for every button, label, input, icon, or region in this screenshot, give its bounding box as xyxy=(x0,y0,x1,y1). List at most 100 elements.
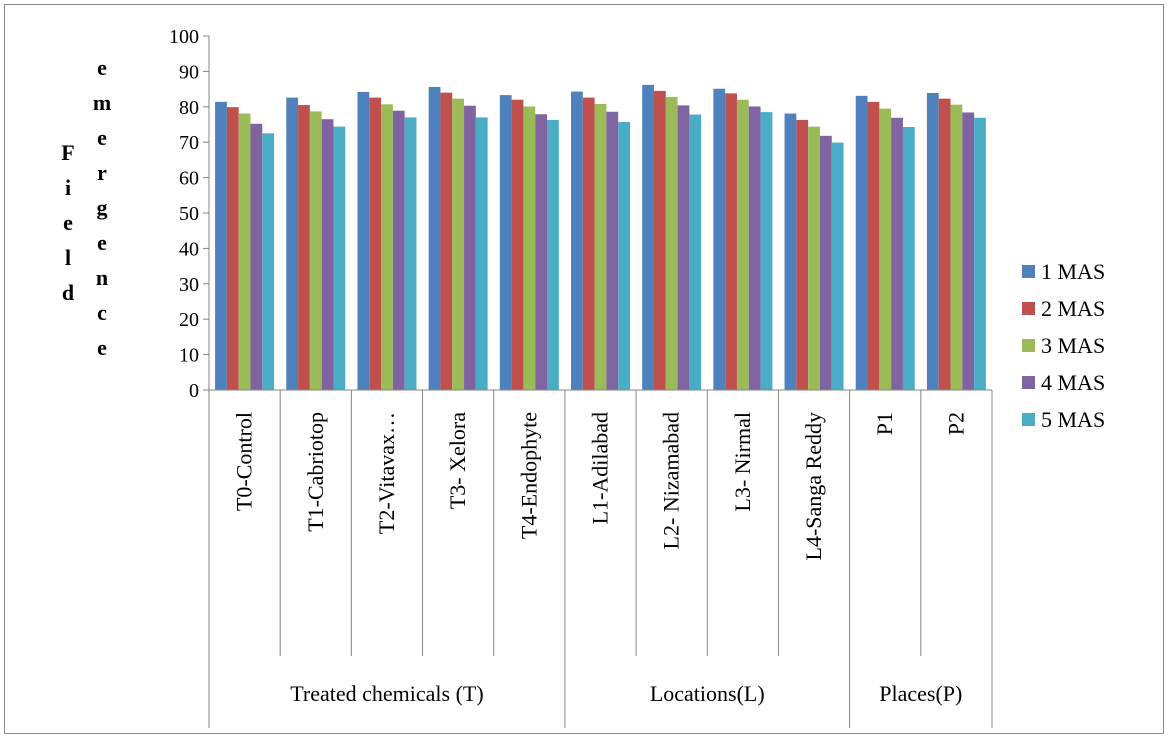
y-axis-label-char: r xyxy=(97,160,107,185)
y-axis-label-char: e xyxy=(97,335,107,360)
y-axis-label-char: l xyxy=(65,245,71,270)
bar xyxy=(808,126,820,391)
bar xyxy=(215,101,227,391)
y-axis-label-char: g xyxy=(97,195,108,220)
bar xyxy=(535,114,548,390)
bar xyxy=(511,99,524,390)
y-axis-label-char: c xyxy=(97,300,107,325)
y-tick-label: 60 xyxy=(179,168,199,190)
bar xyxy=(440,92,453,390)
bar xyxy=(392,110,405,390)
category-label: L4-Sanga Reddy xyxy=(801,412,826,560)
group-label: Treated chemicals (T) xyxy=(290,681,483,706)
bar xyxy=(523,106,536,391)
bar xyxy=(867,101,880,391)
bar xyxy=(974,117,986,391)
y-axis-label-char: d xyxy=(62,280,74,305)
bar xyxy=(891,117,903,391)
bar xyxy=(642,84,654,391)
category-label: L3- Nirmal xyxy=(730,412,755,512)
bar xyxy=(831,142,844,390)
y-tick-label: 70 xyxy=(179,132,199,154)
bar xyxy=(855,95,868,391)
y-tick-label: 100 xyxy=(169,26,199,48)
legend-swatch xyxy=(1022,376,1035,389)
y-axis-label-char: n xyxy=(96,265,108,290)
y-axis-label-char: e xyxy=(63,210,73,235)
legend-label: 3 MAS xyxy=(1041,333,1105,358)
category-label: P2 xyxy=(943,412,968,435)
y-axis-label-char: e xyxy=(97,55,107,80)
y-tick-label: 20 xyxy=(179,309,199,331)
bar xyxy=(713,88,726,390)
category-label: L1-Adilabad xyxy=(588,412,613,524)
bar xyxy=(819,135,832,390)
bar xyxy=(879,108,892,390)
bar xyxy=(298,105,310,390)
bar xyxy=(677,105,690,390)
y-tick-label: 80 xyxy=(179,97,199,119)
bar xyxy=(475,117,488,391)
y-axis-label-char: e xyxy=(97,230,107,255)
category-label: P1 xyxy=(872,412,897,435)
bar xyxy=(748,106,761,391)
bar xyxy=(357,91,370,390)
bar xyxy=(547,119,559,390)
y-tick-label: 90 xyxy=(179,61,199,83)
legend-swatch xyxy=(1022,265,1035,278)
y-axis-label-char: i xyxy=(65,175,71,200)
legend-swatch xyxy=(1022,339,1035,352)
bar xyxy=(689,114,702,390)
bar xyxy=(665,96,678,390)
bar xyxy=(404,117,417,391)
bar xyxy=(653,90,666,391)
bar xyxy=(760,112,773,391)
bar xyxy=(333,126,346,391)
y-tick-label: 30 xyxy=(179,274,199,296)
bar xyxy=(226,107,239,391)
bar xyxy=(464,105,476,390)
bar xyxy=(594,103,607,390)
bar xyxy=(286,97,299,390)
bar xyxy=(926,92,939,390)
bar xyxy=(309,111,322,390)
y-tick-label: 0 xyxy=(189,380,199,402)
group-label: Locations(L) xyxy=(650,681,765,706)
bar xyxy=(238,113,251,390)
bar xyxy=(582,97,595,390)
group-label: Places(P) xyxy=(879,681,962,706)
category-label: L2- Nizamabad xyxy=(659,412,684,549)
y-tick-label: 10 xyxy=(179,345,199,367)
y-axis-label-char: e xyxy=(97,125,107,150)
bar xyxy=(321,119,334,390)
bar xyxy=(262,133,275,390)
y-axis-label-char: m xyxy=(93,90,111,115)
bar xyxy=(250,123,263,391)
legend-label: 4 MAS xyxy=(1041,370,1105,395)
bar xyxy=(962,112,975,391)
y-tick-label: 40 xyxy=(179,238,199,260)
category-label: T2-Vitavax… xyxy=(374,412,399,534)
y-axis-label-char: F xyxy=(61,140,74,165)
bar xyxy=(902,126,915,390)
bar xyxy=(725,93,737,391)
y-tick-label: 50 xyxy=(179,203,199,225)
bar xyxy=(618,122,630,390)
bar xyxy=(381,104,393,391)
bar xyxy=(938,98,951,391)
category-label: T1-Cabriotop xyxy=(303,412,328,532)
bar xyxy=(452,98,465,391)
legend-label: 2 MAS xyxy=(1041,296,1105,321)
legend-label: 1 MAS xyxy=(1041,259,1105,284)
bar xyxy=(428,86,441,390)
category-label: T3- Xelora xyxy=(445,412,470,509)
bar xyxy=(606,111,619,391)
category-label: T0-Control xyxy=(232,412,257,511)
bar xyxy=(950,104,963,391)
legend-swatch xyxy=(1022,413,1035,426)
bar xyxy=(369,97,382,390)
bar xyxy=(736,99,749,390)
legend-label: 5 MAS xyxy=(1041,407,1105,432)
